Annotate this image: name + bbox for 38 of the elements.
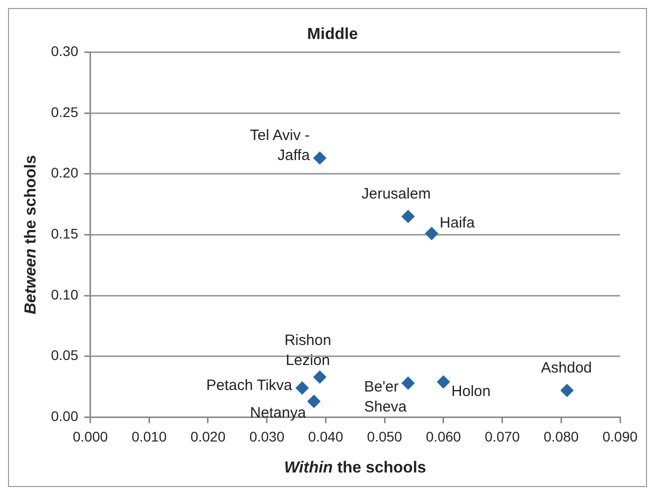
- x-tick-label: 0.000: [72, 428, 108, 444]
- x-tick-label: 0.070: [484, 428, 520, 444]
- x-tick-label: 0.090: [602, 428, 638, 444]
- annotation: Be'er Sheva: [364, 378, 408, 416]
- x-tick-label: 0.080: [544, 428, 579, 444]
- point: [560, 384, 574, 397]
- annotation: Ashdod: [541, 360, 592, 377]
- y-tick-label: 0.30: [51, 43, 78, 60]
- annotation: Haifa: [440, 214, 476, 232]
- annotation: Jerusalem: [362, 186, 431, 203]
- point: [425, 226, 438, 240]
- x-tick-label: 0.010: [132, 428, 167, 444]
- annotation: Holon: [451, 383, 491, 400]
- point: [402, 210, 415, 223]
- y-tick-label: 0.20: [51, 164, 78, 181]
- x-axis-title: Within the schools: [284, 459, 426, 476]
- y-tick-label: 0.25: [51, 104, 78, 120]
- y-axis-title: Between the schools: [22, 155, 40, 314]
- point: [402, 376, 415, 390]
- y-tick-label: 0.05: [51, 347, 78, 364]
- annotation: Rishon Lezion: [284, 332, 332, 370]
- x-tick-label: 0.060: [426, 428, 462, 444]
- point: [307, 394, 320, 408]
- point: [313, 370, 326, 384]
- chart-title: Middle: [307, 26, 358, 44]
- x-tick-label: 0.030: [249, 428, 285, 444]
- point: [313, 152, 326, 165]
- annotation: Netanya: [250, 404, 307, 422]
- annotation: Tel Aviv - Jaffa: [250, 127, 310, 164]
- annotation: Petach Tikva: [206, 377, 293, 394]
- point: [296, 382, 309, 394]
- x-tick-label: 0.050: [367, 428, 402, 444]
- x-tick-label: 0.040: [308, 428, 344, 444]
- point: [436, 375, 450, 388]
- y-tick-label: 0.10: [51, 286, 78, 302]
- y-tick-label: 0.15: [51, 226, 78, 242]
- y-tick-label: 0.00: [51, 408, 78, 424]
- x-tick-label: 0.020: [190, 428, 226, 444]
